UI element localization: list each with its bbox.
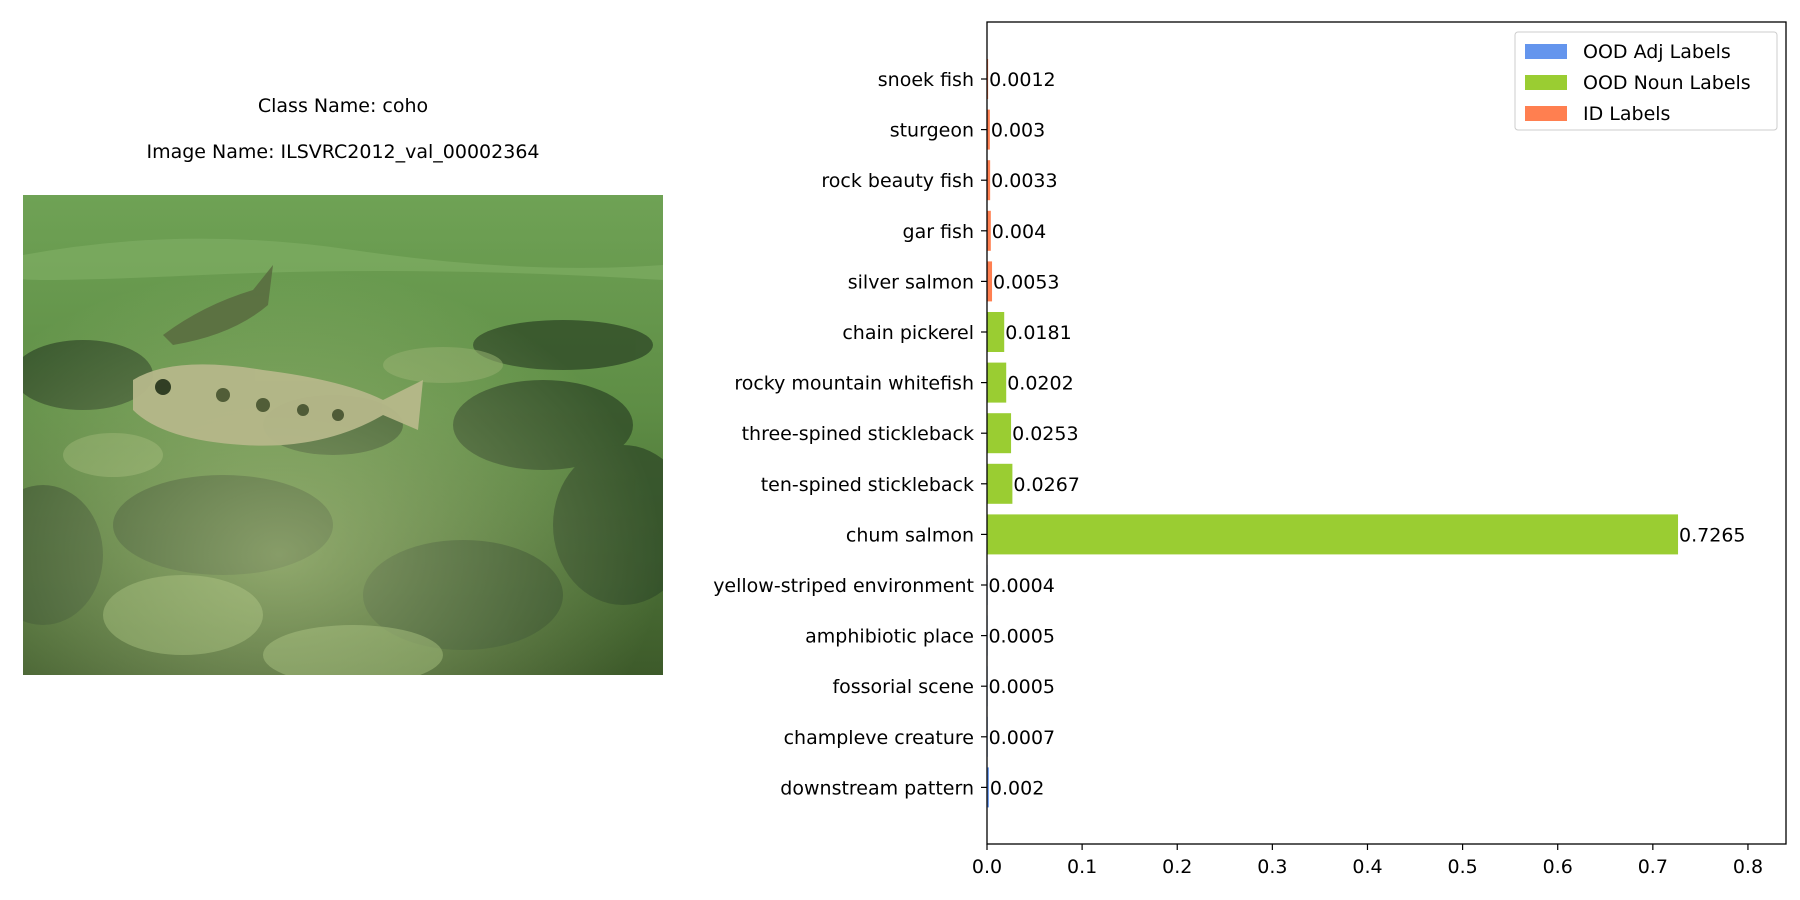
value-label-rocky-mountain-whitefish: 0.0202: [1007, 373, 1073, 395]
category-label-amphibiotic-place: amphibiotic place: [805, 626, 974, 648]
x-tick-label: 0.6: [1543, 856, 1573, 878]
legend-swatch-ood_adj: [1525, 44, 1567, 59]
value-label-chum-salmon: 0.7265: [1679, 524, 1745, 546]
category-label-rocky-mountain-whitefish: rocky mountain whitefish: [734, 373, 974, 395]
bar-rock-beauty-fish: [987, 160, 991, 201]
category-label-fossorial-scene: fossorial scene: [832, 676, 974, 698]
value-label-amphibiotic-place: 0.0005: [988, 626, 1054, 648]
bar-silver-salmon: [987, 261, 993, 302]
legend: OOD Adj Labels OOD Noun Labels ID Labels: [1514, 31, 1778, 131]
value-label-ten-spined-stickleback: 0.0267: [1013, 474, 1079, 496]
value-label-snoek-fish: 0.0012: [989, 69, 1055, 91]
category-label-three-spined-stickleback: three-spined stickleback: [742, 423, 974, 445]
category-label-snoek-fish: snoek fish: [878, 69, 974, 91]
axes-frame: [986, 21, 1787, 845]
category-label-silver-salmon: silver salmon: [848, 271, 974, 293]
legend-label-id: ID Labels: [1583, 103, 1670, 125]
bar-sturgeon: [987, 109, 990, 150]
image-name-caption: Image Name: ILSVRC2012_val_00002364: [146, 141, 540, 163]
bar-gar-fish: [987, 210, 991, 251]
value-label-chain-pickerel: 0.0181: [1005, 322, 1071, 344]
bar-rocky-mountain-whitefish: [987, 362, 1007, 403]
bar-three-spined-stickleback: [987, 413, 1012, 454]
value-label-three-spined-stickleback: 0.0253: [1012, 423, 1078, 445]
x-tick-label: 0.8: [1733, 856, 1763, 878]
legend-frame: [1514, 31, 1778, 131]
value-label-silver-salmon: 0.0053: [993, 271, 1059, 293]
x-tick-label: 0.0: [972, 856, 1002, 878]
fish-shape: [133, 364, 423, 446]
bar-chum-salmon: [987, 514, 1679, 555]
category-label-yellow-striped-environment: yellow-striped environment: [713, 575, 974, 597]
x-tick-label: 0.7: [1638, 856, 1668, 878]
category-label-ten-spined-stickleback: ten-spined stickleback: [761, 474, 974, 496]
x-tick-label: 0.1: [1067, 856, 1097, 878]
x-tick-label: 0.2: [1162, 856, 1192, 878]
category-label-gar-fish: gar fish: [903, 221, 974, 243]
value-label-downstream-pattern: 0.002: [990, 777, 1044, 799]
x-tick-label: 0.4: [1352, 856, 1382, 878]
value-label-fossorial-scene: 0.0005: [988, 676, 1054, 698]
legend-swatch-ood_noun: [1525, 75, 1567, 90]
category-label-champleve-creature: champleve creature: [784, 727, 974, 749]
category-label-chain-pickerel: chain pickerel: [842, 322, 974, 344]
legend-label-ood_adj: OOD Adj Labels: [1583, 41, 1731, 63]
underwater-fish-photo: [23, 195, 663, 675]
category-label-chum-salmon: chum salmon: [846, 524, 974, 546]
legend-label-ood_noun: OOD Noun Labels: [1583, 72, 1751, 94]
value-label-yellow-striped-environment: 0.0004: [988, 575, 1054, 597]
value-label-gar-fish: 0.004: [992, 221, 1046, 243]
bar-chain-pickerel: [987, 312, 1005, 352]
value-label-rock-beauty-fish: 0.0033: [991, 170, 1057, 192]
bar-downstream-pattern: [987, 767, 989, 808]
value-label-sturgeon: 0.003: [991, 120, 1045, 142]
bar-ten-spined-stickleback: [987, 463, 1013, 504]
x-tick-label: 0.3: [1257, 856, 1287, 878]
category-label-sturgeon: sturgeon: [890, 120, 974, 142]
category-label-downstream-pattern: downstream pattern: [780, 777, 974, 799]
x-tick-label: 0.5: [1447, 856, 1477, 878]
category-label-rock-beauty-fish: rock beauty fish: [821, 170, 974, 192]
value-label-champleve-creature: 0.0007: [989, 727, 1055, 749]
class-name-caption: Class Name: coho: [257, 95, 429, 117]
legend-swatch-id: [1525, 106, 1567, 121]
